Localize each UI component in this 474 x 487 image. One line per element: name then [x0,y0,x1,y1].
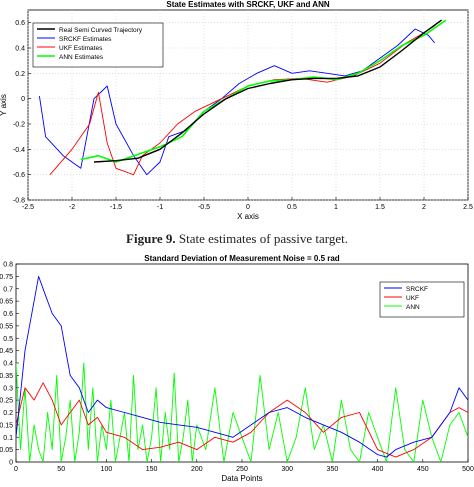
x-axis-label: Data Points [221,474,262,482]
state-estimates-chart: State Estimates with SRCKF, UKF and ANN -… [0,0,474,228]
legend-label: SRCKF [406,286,428,293]
y-axis-label: Y axis [0,94,8,116]
x-tick-label: 400 [372,466,384,473]
y-tick-label: 0.35 [0,373,13,380]
x-tick-label: 450 [417,466,429,473]
x-tick-label: 200 [191,466,203,473]
x-tick-label: -2.5 [22,204,34,211]
x-tick-label: -0.5 [198,204,210,211]
y-tick-label: 0 [21,96,25,103]
x-tick-label: 2 [422,204,426,211]
rmse-svg: Standard Deviation of Measurement Noise … [0,254,474,483]
y-tick-label: 0.55 [0,323,13,330]
series-line-1 [93,19,443,163]
series-group [16,275,468,462]
y-tick-label: 0.05 [0,447,13,454]
figure-caption: Figure 9. State estimates of passive tar… [0,228,474,250]
series-line-3 [49,24,436,176]
x-axis-label: X axis [237,212,259,221]
series-line-3 [16,362,468,462]
series-line-1 [16,275,468,458]
y-tick-label: 0.15 [0,422,13,429]
y-tick-label: 0.1 [3,435,13,442]
y-tick-label: -0.2 [13,122,25,129]
legend-label: UKF Estimates [59,45,103,52]
series-group [38,19,447,176]
x-tick-label: 100 [101,466,113,473]
x-tick-label: 350 [327,466,339,473]
x-tick-label: 500 [462,466,474,473]
state-estimates-svg: State Estimates with SRCKF, UKF and ANN -… [0,0,473,221]
y-tick-label: 0.2 [15,71,25,78]
y-tick-label: 0.4 [15,46,25,53]
x-tick-label: 1 [334,204,338,211]
x-tick-label: 150 [146,466,158,473]
rmse-chart: Standard Deviation of Measurement Noise … [0,254,474,483]
legend-label: SRCKF Estimates [59,36,112,43]
legend-label: ANN [406,304,420,311]
chart-title: Standard Deviation of Measurement Noise … [144,254,340,263]
legend-label: Real Semi Curved Trajectory [59,27,143,34]
y-tick-label: -0.8 [13,198,25,205]
y-tick-label: 0.8 [3,262,13,269]
y-tick-label: 0.4 [3,361,13,368]
legend-label: ANN Estimates [59,54,104,61]
y-tick-label: 0.65 [0,299,13,306]
x-tick-label: 0 [246,204,250,211]
y-tick-label: 0.3 [3,385,13,392]
x-tick-label: -1.5 [110,204,122,211]
y-tick-label: 0.5 [3,336,13,343]
y-tick-label: 0.25 [0,398,13,405]
x-tick-label: 2.5 [463,204,473,211]
y-tick-label: 0.75 [0,274,13,281]
y-tick-label: 0 [9,460,13,467]
series-line-2 [16,382,468,458]
x-tick-label: 1.5 [375,204,385,211]
y-tick-label: 0.7 [3,286,13,293]
legend-box [32,22,164,68]
x-tick-label: 50 [57,466,65,473]
x-tick-label: 250 [236,466,248,473]
x-tick-label: -2 [69,204,75,211]
x-tick-label: 0.5 [287,204,297,211]
y-tick-label: 0.2 [3,410,13,417]
x-tick-label: 0 [14,466,18,473]
figure-caption-text: State estimates of passive target. [178,231,348,246]
y-tick-label: 0.6 [15,20,25,27]
y-tick-label: -0.4 [13,147,25,154]
y-tick-label: -0.6 [13,172,25,179]
x-tick-label: 300 [281,466,293,473]
x-tick-label: -1 [157,204,163,211]
y-tick-label: 0.6 [3,311,13,318]
chart-title: State Estimates with SRCKF, UKF and ANN [166,0,330,9]
series-line-4 [80,19,447,163]
figure-caption-label: Figure 9. [126,231,176,246]
y-tick-label: 0.45 [0,348,13,355]
legend-label: UKF [406,295,419,302]
